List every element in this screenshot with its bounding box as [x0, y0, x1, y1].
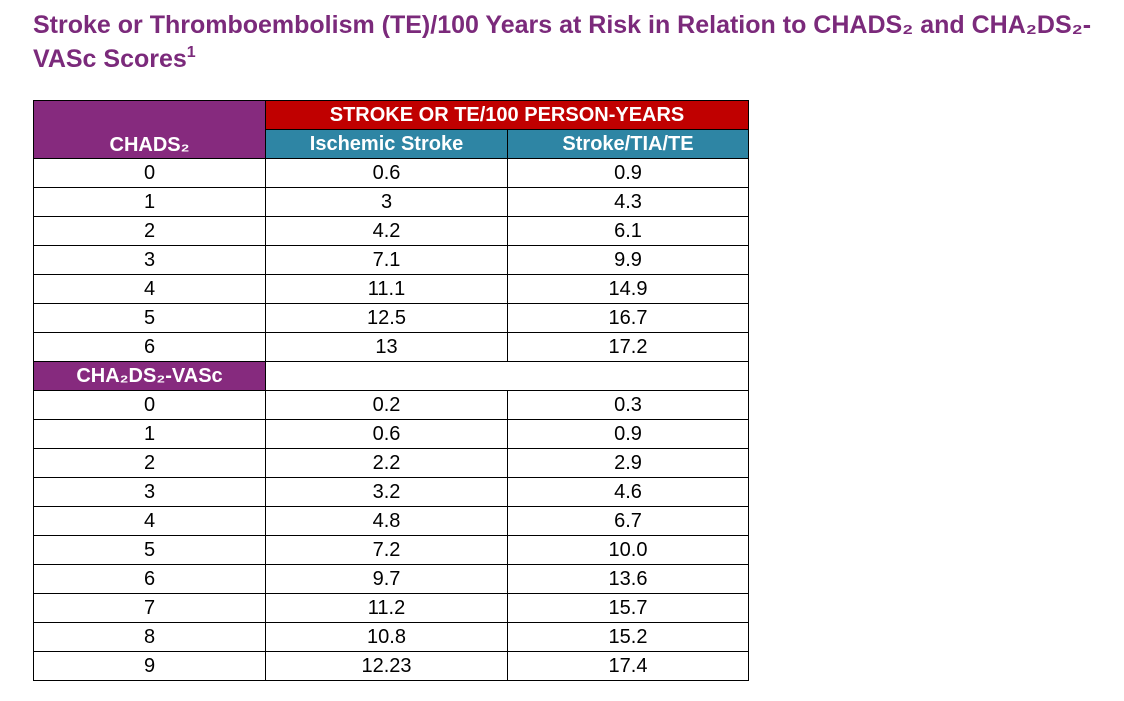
table-cell: 17.2	[507, 332, 749, 362]
table-cell: 2.9	[507, 448, 749, 478]
table-row: 8 10.8 15.2	[33, 622, 749, 652]
table-cell: 3.2	[265, 477, 508, 507]
table-cell: 4.8	[265, 506, 508, 536]
table-cell: 3	[33, 477, 266, 507]
table-cell: 6.7	[507, 506, 749, 536]
table-cell: 5	[33, 303, 266, 333]
table-cell: 1	[33, 187, 266, 217]
table-cell: 8	[33, 622, 266, 652]
table-cell: 0.6	[265, 419, 508, 449]
table-row: 2 4.2 6.1	[33, 216, 749, 246]
table-cell: 6	[33, 564, 266, 594]
column-header: Stroke/TIA/TE	[507, 129, 749, 159]
table-cell: 0	[33, 390, 266, 420]
table-row: CHA₂DS₂-VASc	[33, 361, 749, 391]
table-cell: 13	[265, 332, 508, 362]
table-cell: 11.2	[265, 593, 508, 623]
table-cell: 3	[265, 187, 508, 217]
table-cell: 4.3	[507, 187, 749, 217]
table-row: 1 0.6 0.9	[33, 419, 749, 449]
table-row: 5 12.5 16.7	[33, 303, 749, 333]
title-text: Stroke or Thromboembolism (TE)/100 Years…	[33, 11, 1092, 73]
table-cell: 15.2	[507, 622, 749, 652]
table-cell: 11.1	[265, 274, 508, 304]
table-cell: 6.1	[507, 216, 749, 246]
table-cell: 9	[33, 651, 266, 681]
section-header: CHADS₂	[33, 100, 266, 159]
footnote-marker: 1	[186, 44, 196, 61]
table-cell: 16.7	[507, 303, 749, 333]
table-cell: 6	[33, 332, 266, 362]
table-row: 0 0.6 0.9	[33, 158, 749, 188]
group-header: STROKE OR TE/100 PERSON-YEARS	[265, 100, 749, 130]
table-row: 3 3.2 4.6	[33, 477, 749, 507]
table-row: 5 7.2 10.0	[33, 535, 749, 565]
table-cell: 0	[33, 158, 266, 188]
table-cell: 2	[33, 448, 266, 478]
table-cell: 12.23	[265, 651, 508, 681]
table-row: 1 3 4.3	[33, 187, 749, 217]
table-cell: 12.5	[265, 303, 508, 333]
section-header: CHA₂DS₂-VASc	[33, 361, 266, 391]
table-row: 2 2.2 2.9	[33, 448, 749, 478]
table-cell: 1	[33, 419, 266, 449]
table-row: Ischemic Stroke Stroke/TIA/TE	[34, 129, 749, 159]
table-cell: 10.8	[265, 622, 508, 652]
table-cell: 13.6	[507, 564, 749, 594]
table-cell: 0.9	[507, 158, 749, 188]
table-cell: 7	[33, 593, 266, 623]
table-row: 6 13 17.2	[33, 332, 749, 362]
table-row: 7 11.2 15.7	[33, 593, 749, 623]
table-cell: 7.2	[265, 535, 508, 565]
table-cell: 9.9	[507, 245, 749, 275]
risk-table: CHADS₂ STROKE OR TE/100 PERSON-YEARS Ische…	[33, 100, 749, 681]
table-cell: 0.3	[507, 390, 749, 420]
table-cell: 4.6	[507, 477, 749, 507]
table-cell: 0.6	[265, 158, 508, 188]
empty-cell	[265, 361, 749, 391]
table-row: 6 9.7 13.6	[33, 564, 749, 594]
table-cell: 4.2	[265, 216, 508, 246]
table-row: 4 11.1 14.9	[33, 274, 749, 304]
table-row: 3 7.1 9.9	[33, 245, 749, 275]
table-cell: 14.9	[507, 274, 749, 304]
table-cell: 0.9	[507, 419, 749, 449]
table-row: 9 12.23 17.4	[33, 651, 749, 681]
table-row: 4 4.8 6.7	[33, 506, 749, 536]
table-cell: 3	[33, 245, 266, 275]
table-cell: 17.4	[507, 651, 749, 681]
table-row: 0 0.2 0.3	[33, 390, 749, 420]
table-cell: 4	[33, 506, 266, 536]
column-header: Ischemic Stroke	[265, 129, 508, 159]
table-cell: 4	[33, 274, 266, 304]
table-cell: 5	[33, 535, 266, 565]
table-cell: 7.1	[265, 245, 508, 275]
table-cell: 15.7	[507, 593, 749, 623]
table-cell: 0.2	[265, 390, 508, 420]
table-cell: 10.0	[507, 535, 749, 565]
table-row: CHADS₂ STROKE OR TE/100 PERSON-YEARS	[33, 100, 749, 159]
table-cell: 9.7	[265, 564, 508, 594]
table-cell: 2	[33, 216, 266, 246]
table-cell: 2.2	[265, 448, 508, 478]
title: Stroke or Thromboembolism (TE)/100 Years…	[33, 8, 1093, 76]
